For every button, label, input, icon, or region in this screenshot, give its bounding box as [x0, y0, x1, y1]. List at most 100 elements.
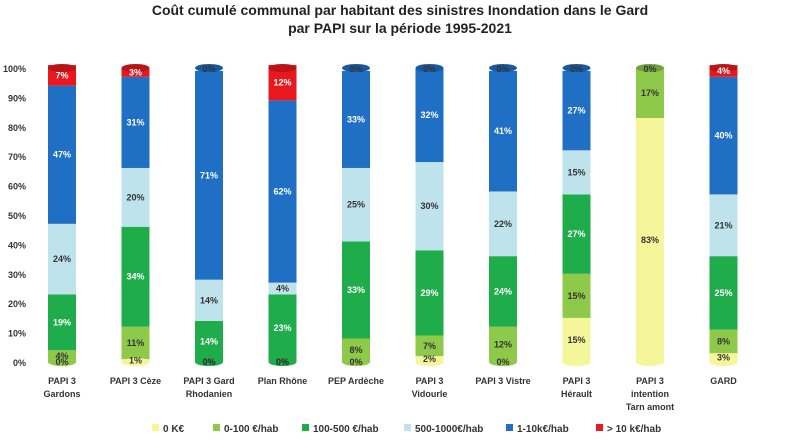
x-tick-label: PAPI 3 — [563, 376, 591, 386]
bar-segment — [562, 194, 591, 274]
bar-segment — [268, 282, 297, 295]
bar-bottom-cap — [489, 358, 517, 366]
data-label: 83% — [641, 235, 659, 245]
bar-segment — [562, 70, 591, 151]
data-label: 0% — [55, 357, 68, 367]
y-tick-label: 60% — [8, 182, 26, 192]
bar-top-cap — [195, 64, 223, 72]
data-label: 41% — [494, 126, 512, 136]
bar-segment — [489, 326, 517, 362]
x-tick-label: PEP Ardèche — [328, 376, 384, 386]
legend-label: 1-10k€/hab — [517, 424, 569, 435]
legend-label: 0 K€ — [163, 424, 185, 435]
data-label: 25% — [714, 288, 732, 298]
y-tick-label: 80% — [8, 123, 26, 133]
legend-swatch — [213, 424, 220, 431]
data-label: 24% — [494, 286, 512, 296]
x-tick-label: Vidourle — [412, 389, 448, 399]
bar-segment — [636, 117, 664, 362]
bar-segment — [195, 320, 223, 362]
data-label: 3% — [717, 353, 730, 363]
data-label: 27% — [567, 229, 585, 239]
data-label: 22% — [494, 219, 512, 229]
data-label: 0% — [202, 357, 215, 367]
x-tick-label: Hérault — [561, 389, 592, 399]
chart-subtitle: par PAPI sur la période 1995-2021 — [288, 20, 512, 36]
bar-segment — [195, 70, 223, 280]
bar-top-cap — [636, 64, 664, 72]
data-label: 71% — [200, 170, 218, 180]
bar-segment — [48, 350, 76, 362]
legend-swatch — [506, 424, 513, 431]
bar-segment — [268, 100, 297, 283]
x-tick-label: PAPI 3 Vistre — [475, 376, 530, 386]
bar-top-cap — [562, 64, 591, 72]
legend-swatch — [152, 424, 159, 431]
bar-segment — [489, 256, 517, 327]
data-label: 4% — [717, 66, 730, 76]
data-label: 4% — [276, 284, 289, 294]
y-tick-label: 0% — [13, 358, 26, 368]
bar-bottom-cap — [562, 358, 591, 366]
legend-label: 500-1000€/hab — [415, 424, 483, 435]
data-label: 29% — [420, 288, 438, 298]
legend-label: > 10 k€/hab — [607, 424, 661, 435]
bar-segment — [415, 162, 444, 251]
bar-segment — [121, 326, 150, 360]
data-label: 8% — [349, 345, 362, 355]
bar-segment — [48, 223, 76, 295]
bar-segment — [709, 76, 738, 195]
bar-bottom-cap — [709, 358, 738, 366]
x-tick-label: Rhodanien — [186, 389, 233, 399]
bar-segment — [562, 150, 591, 195]
y-tick-label: 100% — [3, 64, 26, 74]
bar-bottom-cap — [415, 358, 444, 366]
data-label: 2% — [423, 354, 436, 364]
data-label: 0% — [496, 357, 509, 367]
data-label: 11% — [127, 338, 145, 348]
bar-top-cap — [709, 64, 738, 72]
data-label: 15% — [567, 167, 585, 177]
data-label: 0% — [349, 64, 362, 74]
legend-swatch — [404, 424, 411, 431]
bar-bottom-cap — [268, 358, 297, 366]
y-tick-label: 70% — [8, 152, 26, 162]
bar-segment — [709, 329, 738, 354]
data-label: 3% — [129, 67, 142, 77]
data-label: 0% — [570, 64, 583, 74]
bar-segment — [415, 68, 444, 163]
data-label: 0% — [202, 357, 215, 367]
bar-segment — [195, 279, 223, 321]
y-tick-label: 20% — [8, 299, 26, 309]
bar-segment — [636, 68, 664, 118]
bar-segment — [709, 256, 738, 330]
data-label: 30% — [420, 201, 438, 211]
bar-segment — [121, 68, 150, 77]
legend-swatch — [302, 424, 309, 431]
bar-segment — [709, 194, 738, 257]
data-label: 40% — [714, 131, 732, 141]
data-label: 12% — [494, 339, 512, 349]
data-label: 15% — [567, 291, 585, 301]
bar-segment — [342, 241, 370, 339]
x-tick-label: PAPI 3 — [636, 376, 664, 386]
y-tick-label: 90% — [8, 93, 26, 103]
bar-top-cap — [268, 64, 297, 72]
bar-top-cap — [489, 64, 517, 72]
data-label: 33% — [347, 285, 365, 295]
bar-segment — [48, 85, 76, 224]
data-label: 15% — [567, 335, 585, 345]
data-label: 34% — [126, 272, 144, 282]
data-label: 14% — [200, 336, 218, 346]
x-tick-label: GARD — [710, 376, 737, 386]
bar-segment — [415, 335, 444, 357]
bar-segment — [489, 191, 517, 257]
legend-label: 0-100 €/hab — [224, 424, 278, 435]
data-label: 62% — [273, 186, 291, 196]
data-label: 33% — [347, 114, 365, 124]
data-label: 32% — [420, 110, 438, 120]
y-tick-label: 50% — [8, 211, 26, 221]
bar-segment — [709, 353, 738, 362]
data-label: 1% — [129, 356, 142, 366]
